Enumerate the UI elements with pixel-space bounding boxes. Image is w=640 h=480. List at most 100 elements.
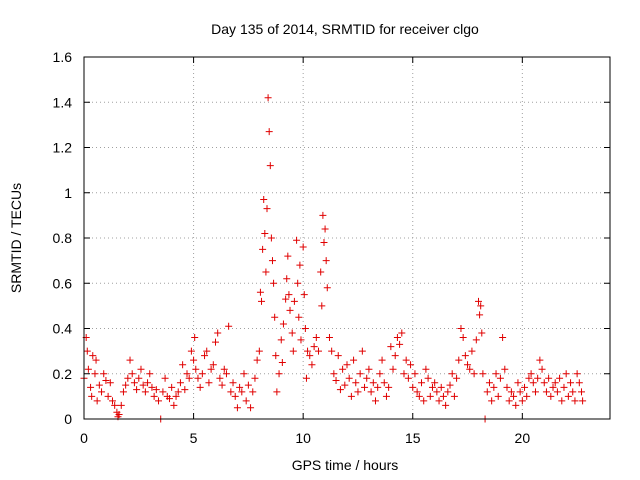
data-point (179, 361, 187, 369)
data-point (83, 347, 91, 355)
data-point (387, 343, 395, 351)
data-point (367, 388, 375, 396)
data-point (168, 383, 176, 391)
data-point (407, 361, 415, 369)
data-point (227, 388, 235, 396)
data-point (418, 379, 426, 387)
data-point (453, 374, 461, 382)
data-point (422, 365, 430, 373)
data-point (505, 397, 513, 405)
data-point (376, 370, 384, 378)
data-point (428, 383, 436, 391)
data-point (233, 404, 241, 412)
data-point (268, 257, 276, 265)
data-point (330, 370, 338, 378)
data-point (310, 343, 318, 351)
plot-frame (83, 56, 611, 420)
data-point (365, 365, 373, 373)
data-point (282, 295, 290, 303)
data-point (542, 388, 550, 396)
data-point (516, 388, 524, 396)
data-point (185, 374, 193, 382)
data-point (301, 325, 309, 332)
data-point (293, 236, 301, 244)
data-point (122, 381, 130, 389)
data-point (176, 379, 184, 387)
data-point (363, 374, 371, 382)
data-point (459, 334, 467, 342)
data-point (135, 374, 143, 382)
data-point (271, 313, 279, 321)
data-point (161, 374, 169, 382)
data-point (479, 370, 487, 378)
data-point (575, 379, 583, 387)
data-point (426, 392, 434, 400)
data-point (551, 379, 559, 387)
data-point (146, 370, 154, 378)
data-point (297, 336, 305, 344)
data-point (203, 347, 211, 355)
data-point (209, 361, 217, 369)
data-point (442, 401, 450, 409)
data-point (352, 379, 360, 387)
y-axis-title: SRMTID / TECUs (8, 183, 24, 293)
data-point (201, 352, 209, 360)
data-point (413, 388, 421, 396)
data-point (466, 365, 474, 373)
data-point (260, 196, 268, 204)
data-point (317, 268, 325, 276)
data-point (247, 404, 255, 412)
data-point (152, 386, 160, 394)
data-point (374, 383, 382, 391)
x-axis-title: GPS time / hours (292, 457, 399, 473)
data-point (288, 329, 296, 337)
data-point (220, 365, 228, 373)
data-point (98, 388, 106, 396)
data-point (249, 388, 257, 396)
data-point (181, 386, 189, 394)
data-point (369, 379, 377, 387)
data-point (273, 388, 281, 396)
data-point (527, 370, 535, 378)
data-point (485, 379, 493, 387)
data-point (424, 374, 432, 382)
data-point (476, 311, 484, 319)
data-point (216, 374, 224, 382)
data-point (190, 356, 198, 364)
data-point (95, 381, 103, 389)
data-point (251, 374, 259, 382)
data-point (334, 352, 342, 360)
data-point (155, 397, 163, 405)
data-point (431, 379, 439, 387)
data-point (549, 383, 557, 391)
data-point (148, 383, 156, 391)
data-point (283, 275, 291, 283)
data-point (361, 383, 369, 391)
data-point (446, 381, 454, 389)
data-point (437, 383, 445, 391)
data-point (571, 397, 579, 405)
data-point (499, 334, 507, 342)
data-point (117, 401, 125, 409)
data-point (529, 379, 537, 387)
data-point (415, 392, 423, 400)
data-point (277, 336, 285, 344)
x-tick-label: 5 (190, 430, 198, 446)
data-point (444, 388, 452, 396)
y-tick-label: 0.6 (53, 275, 73, 291)
data-point (91, 370, 99, 378)
data-point (398, 329, 406, 337)
data-point (130, 379, 138, 387)
data-point (510, 392, 518, 400)
data-point (323, 284, 331, 292)
data-point (578, 388, 586, 396)
y-tick-label: 0.4 (53, 321, 73, 337)
data-point (126, 356, 134, 364)
data-point (191, 334, 199, 342)
grid-lines (84, 57, 610, 419)
data-point (579, 397, 587, 405)
data-point (212, 338, 219, 346)
data-point (256, 288, 264, 296)
data-point (358, 347, 366, 355)
